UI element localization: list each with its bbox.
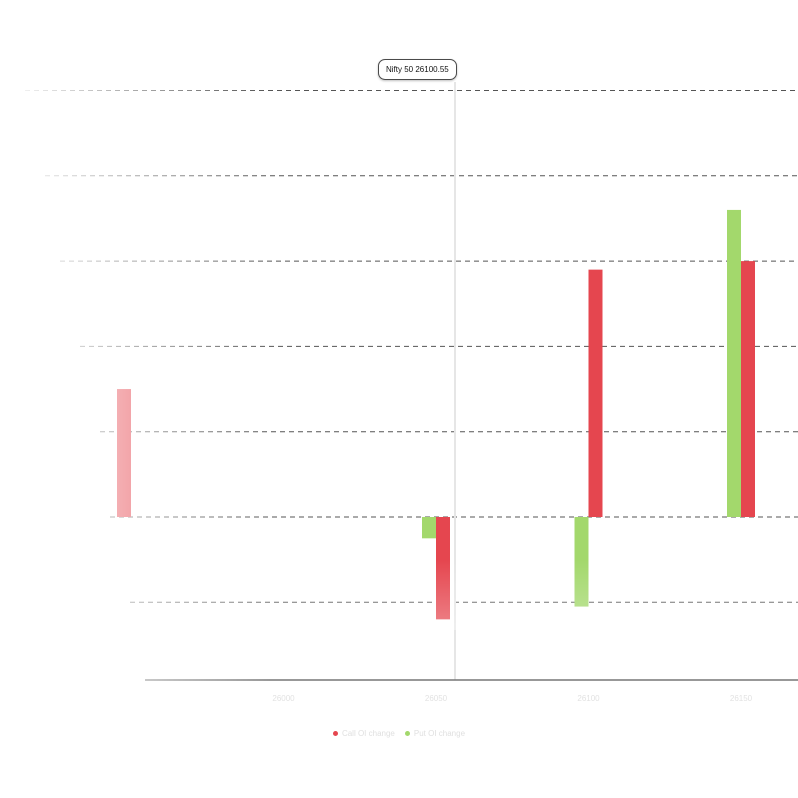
x-tick-label: 26100 xyxy=(577,694,600,703)
legend: Call OI change Put OI change xyxy=(0,729,798,738)
x-tick-label: 26150 xyxy=(730,694,753,703)
legend-swatch-put xyxy=(404,731,410,736)
x-tick-label: 26000 xyxy=(272,694,295,703)
legend-item-call[interactable]: Call OI change xyxy=(332,729,395,738)
legend-label-call: Call OI change xyxy=(341,729,395,738)
reference-tooltip: Nifty 50 26100.55 xyxy=(378,59,457,80)
bar-call-3 xyxy=(588,269,603,517)
x-tick-label: 26050 xyxy=(425,694,448,703)
bar-put-2 xyxy=(422,517,436,539)
bar-put-4 xyxy=(727,209,741,518)
left-fade-overlay xyxy=(0,0,270,798)
legend-swatch-call xyxy=(332,731,338,736)
legend-label-put: Put OI change xyxy=(413,729,466,738)
legend-item-put[interactable]: Put OI change xyxy=(404,729,466,738)
bar-call-4 xyxy=(741,261,755,517)
